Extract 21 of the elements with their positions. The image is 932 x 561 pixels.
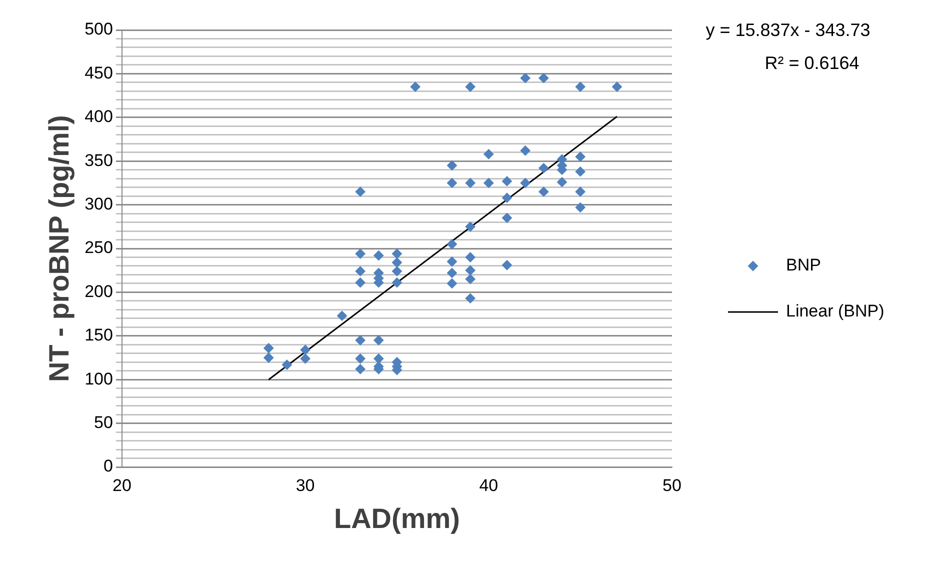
legend-label: Linear (BNP) <box>786 302 884 321</box>
y-tick-label: 50 <box>94 412 113 432</box>
text: y = 15.837x - 343.73 <box>706 20 870 40</box>
y-tick-label: 100 <box>84 369 113 388</box>
y-tick-label: 500 <box>84 20 113 39</box>
x-axis-title: LAD(mm) <box>334 502 460 534</box>
y-tick-label: 250 <box>84 238 113 258</box>
y-tick-label: 0 <box>103 456 113 476</box>
x-tick-label: 50 <box>662 476 682 495</box>
y-tick-label: 150 <box>84 326 113 345</box>
y-tick-label: 200 <box>84 282 113 301</box>
legend-label: BNP <box>786 256 821 275</box>
text: R² = 0.6164 <box>764 52 860 73</box>
x-tick-label: 40 <box>479 476 498 495</box>
y-axis-title: NT - proBNP (pg/ml) <box>44 114 75 382</box>
y-tick-label: 350 <box>84 150 113 170</box>
y-tick-label: 450 <box>84 63 113 82</box>
x-tick-label: 20 <box>112 476 132 495</box>
x-tick-label: 30 <box>296 476 315 495</box>
y-tick-label: 300 <box>84 194 113 214</box>
y-tick-label: 400 <box>84 107 113 126</box>
